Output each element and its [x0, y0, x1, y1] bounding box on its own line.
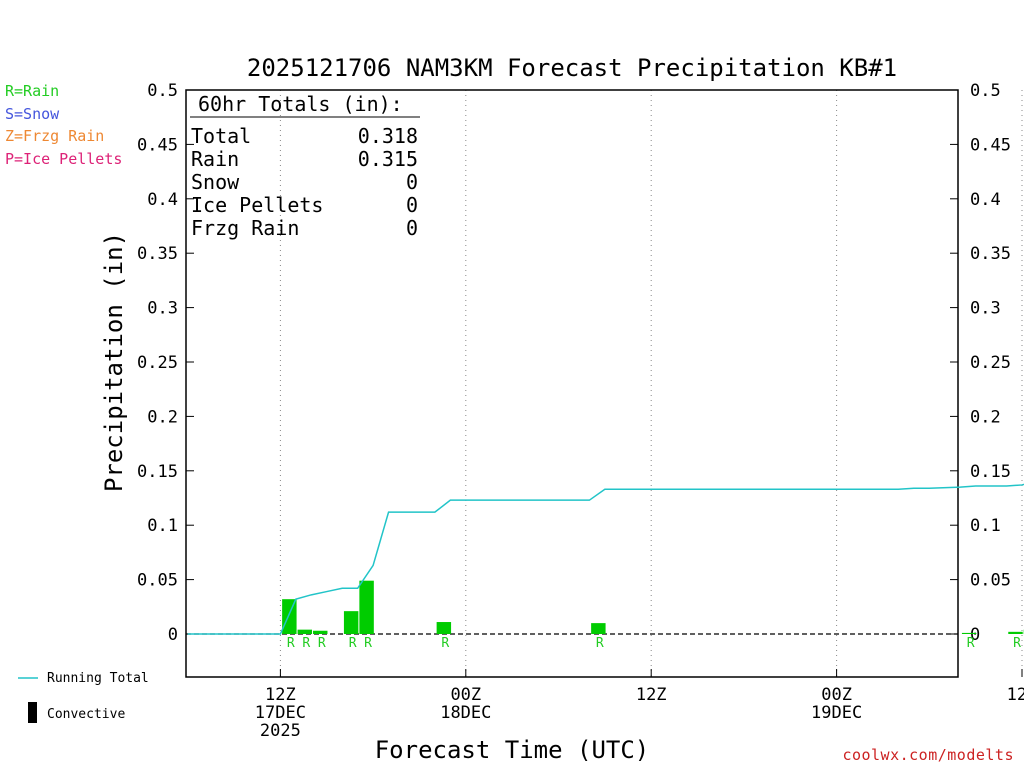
y-tick-label-right: 0: [970, 625, 980, 645]
precip-bars: [282, 580, 1024, 634]
precip-type-marker: R: [1013, 636, 1021, 651]
y-tick-label-left: 0.3: [147, 299, 178, 319]
precip-type-marker: R: [287, 636, 295, 651]
y-tick-label-left: 0.5: [147, 81, 178, 101]
y-tick-label-right: 0.15: [970, 462, 1011, 482]
convective-legend-label: Convective: [47, 707, 125, 722]
y-tick-label-left: 0.25: [137, 353, 178, 373]
totals-row-label: Rain: [191, 147, 239, 171]
y-tick-label-right: 0.2: [970, 407, 1001, 427]
precip-bar: [297, 629, 313, 634]
precip-bar: [436, 622, 452, 634]
precip-type-marker: R: [349, 636, 357, 651]
totals-row-value: 0: [406, 216, 418, 240]
precip-bar: [591, 623, 606, 634]
running-total-legend-label: Running Total: [47, 671, 149, 686]
precip-type-marker: R: [364, 636, 372, 651]
x-tick-label: 19DEC: [811, 703, 862, 723]
totals-row-value: 0: [406, 193, 418, 217]
y-tick-label-right: 0.25: [970, 353, 1011, 373]
precip-type-marker: R: [441, 636, 449, 651]
totals-box: 60hr Totals (in): Total 0.318 Rain 0.315 Sno…: [190, 92, 420, 240]
y-tick-label-left: 0: [168, 625, 178, 645]
legend-freezing-rain: Z=Frzg Rain: [5, 127, 105, 145]
plot-frame: [185, 89, 959, 678]
y-tick-label-left: 0.2: [147, 407, 178, 427]
source-credit: coolwx.com/modelts: [842, 746, 1014, 764]
y-tick-label-left: 0.1: [147, 516, 178, 536]
legend-rain: R=Rain: [5, 82, 60, 100]
gridlines: [279, 90, 1023, 677]
convective-legend-swatch: [28, 702, 37, 723]
x-tick-label: 12Z: [265, 685, 296, 705]
legend-snow: S=Snow: [5, 105, 60, 123]
x-tick-label: 18DEC: [440, 703, 491, 723]
y-tick-label-left: 0.45: [137, 135, 178, 155]
precip-bar: [961, 632, 977, 634]
x-axis-label: Forecast Time (UTC): [375, 736, 650, 764]
precip-bar: [343, 611, 359, 634]
y-tick-label-left: 0.05: [137, 571, 178, 591]
y-tick-label-right: 0.5: [970, 81, 1001, 101]
precip-bar: [359, 580, 374, 634]
precip-type-marker: R: [302, 636, 310, 651]
precip-bar: [282, 599, 297, 634]
precip-type-marker: R: [318, 636, 326, 651]
y-tick-label-right: 0.05: [970, 571, 1011, 591]
x-tick-label: 12Z: [636, 685, 667, 705]
totals-row-label: Frzg Rain: [191, 216, 299, 240]
x-axis: 12Z17DEC202500Z18DEC12Z00Z19DEC12Z: [255, 669, 1024, 741]
x-tick-label: 00Z: [450, 685, 481, 705]
totals-header: 60hr Totals (in):: [198, 92, 403, 116]
precip-type-marker: R: [596, 636, 604, 651]
y-tick-label-left: 0.35: [137, 244, 178, 264]
x-tick-label: 2025: [260, 721, 301, 741]
precip-bar: [313, 630, 328, 634]
totals-row-label: Total: [191, 124, 251, 148]
totals-row-value: 0.318: [358, 124, 418, 148]
y-tick-label-right: 0.45: [970, 135, 1011, 155]
chart-title: 2025121706 NAM3KM Forecast Precipitation…: [247, 54, 897, 82]
precip-type-markers: RRRRRRRRRRRR: [287, 636, 1021, 651]
x-tick-label: 00Z: [821, 685, 852, 705]
y-tick-label-left: 0.4: [147, 190, 178, 210]
y-tick-label-right: 0.3: [970, 299, 1001, 319]
totals-row-value: 0.315: [358, 147, 418, 171]
y-axis-right: 0 0.05 0.1 0.15 0.2 0.25 0.3 0.35 0.4 0.45 0.5: [950, 81, 1011, 645]
y-tick-label-right: 0.4: [970, 190, 1001, 210]
totals-row-value: 0: [406, 170, 418, 194]
y-axis-left: 0 0.05 0.1 0.15 0.2 0.25 0.3 0.35 0.4 0.45 0.5: [137, 81, 194, 645]
running-total-line: [187, 483, 1024, 635]
y-tick-label-right: 0.1: [970, 516, 1001, 536]
y-tick-label-left: 0.15: [137, 462, 178, 482]
x-tick-label: 17DEC: [255, 703, 306, 723]
legend-ice-pellets: P=Ice Pellets: [5, 150, 123, 168]
y-axis-label: Precipitation (in): [100, 232, 128, 492]
x-tick-label: 12Z: [1007, 685, 1024, 705]
y-tick-label-right: 0.35: [970, 244, 1011, 264]
totals-row-label: Ice Pellets: [191, 193, 323, 217]
totals-row-label: Snow: [191, 170, 240, 194]
precip-bar: [1008, 631, 1023, 634]
precip-type-marker: R: [967, 636, 975, 651]
